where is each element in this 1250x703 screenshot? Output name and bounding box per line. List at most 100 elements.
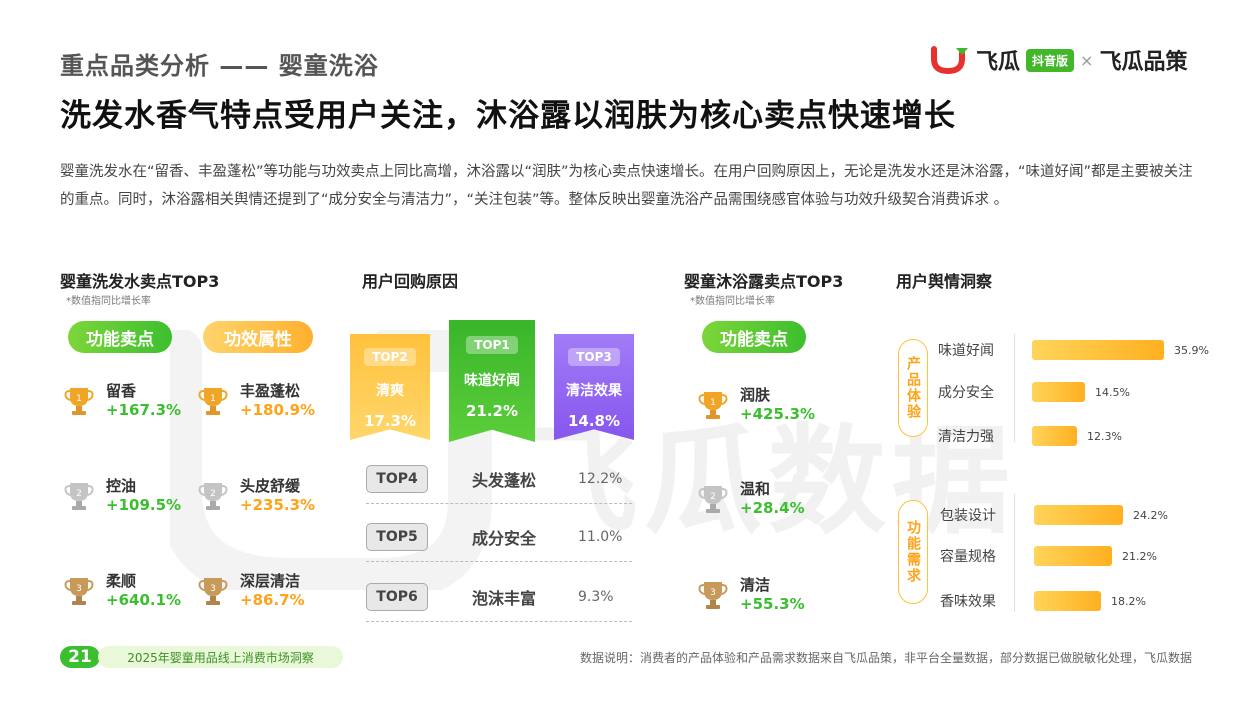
row-name-top4: 头发蓬松 <box>472 470 537 490</box>
shampoo-func-name-3: 柔顺 <box>106 572 137 590</box>
bodywash-note: *数值指同比增长率 <box>690 296 775 307</box>
shampoo-func-item-1: 1 留香 +167.3% <box>64 382 181 420</box>
silver-trophy-icon: 2 <box>64 483 94 510</box>
bodywash-name-3: 清洁 <box>740 576 771 594</box>
row-value-top4: 12.2% <box>578 470 623 487</box>
report-title-pill: 2025年婴童用品线上消费市场洞察 <box>98 646 343 668</box>
row-value-top6: 9.3% <box>578 588 614 605</box>
banner-name-top3: 清洁效果 <box>566 383 622 399</box>
bodywash-title: 婴童沐浴露卖点TOP3 <box>684 272 844 291</box>
sentiment-label: 容量规格 <box>940 549 996 565</box>
banner-value-top2: 17.3% <box>363 412 417 430</box>
shampoo-func-name-2: 控油 <box>106 477 137 495</box>
gold-trophy-icon: 1 <box>698 392 728 419</box>
bodywash-value-3: +55.3% <box>740 595 805 613</box>
page-number: 21 <box>60 646 100 668</box>
sentiment-group-label-1: 产品体验 <box>898 339 928 437</box>
sentiment-bar <box>1034 591 1101 611</box>
gold-trophy-icon: 1 <box>198 388 228 415</box>
sentiment-bar <box>1032 426 1077 446</box>
sentiment-label: 包装设计 <box>940 508 996 524</box>
banner-name-top2: 清爽 <box>376 383 404 399</box>
svg-text:1: 1 <box>210 394 216 404</box>
row-value-top5: 11.0% <box>578 528 623 545</box>
shampoo-effect-name-3: 深层清洁 <box>240 572 301 590</box>
sentiment-row: 包装设计 24.2% <box>940 504 1168 526</box>
shampoo-effect-tag: 功效属性 <box>203 321 313 353</box>
bodywash-value-1: +425.3% <box>740 405 816 423</box>
logo-douyin-pill: 抖音版 <box>1026 48 1075 72</box>
bodywash-section-header: 婴童沐浴露卖点TOP3 *数值指同比增长率 <box>684 268 843 307</box>
shampoo-effect-value-1: +180.9% <box>240 401 316 419</box>
sentiment-bar <box>1034 546 1112 566</box>
sentiment-row: 清洁力强 12.3% <box>938 425 1122 447</box>
shampoo-title: 婴童洗发水卖点TOP3 <box>60 272 220 291</box>
bodywash-item-3: 3 清洁 +55.3% <box>698 576 805 614</box>
watermark-text: 飞瓜数据 <box>520 412 1017 550</box>
shampoo-effect-name-1: 丰盈蓬松 <box>240 382 301 400</box>
row-rank-top6: TOP6 <box>366 582 428 611</box>
sentiment-label: 香味效果 <box>940 594 996 610</box>
sentiment-value: 14.5% <box>1095 385 1130 399</box>
shampoo-func-tag: 功能卖点 <box>68 321 172 353</box>
shampoo-note: *数值指同比增长率 <box>66 296 151 307</box>
shampoo-effect-value-3: +86.7% <box>240 591 305 609</box>
row-rank-top4: TOP4 <box>366 464 428 493</box>
repurchase-title: 用户回购原因 <box>362 272 459 291</box>
row-name-top6: 泡沫丰富 <box>472 588 537 608</box>
banner-value-top1: 21.2% <box>465 402 519 420</box>
shampoo-func-item-2: 2 控油 +109.5% <box>64 477 181 515</box>
bodywash-item-2: 2 温和 +28.4% <box>698 480 805 518</box>
sentiment-value: 12.3% <box>1087 429 1122 443</box>
shampoo-func-value-1: +167.3% <box>106 401 182 419</box>
shampoo-func-value-3: +640.1% <box>106 591 182 609</box>
sentiment-row: 成分安全 14.5% <box>938 381 1130 403</box>
bodywash-func-tag: 功能卖点 <box>702 321 806 353</box>
row-rank-top5: TOP5 <box>366 522 428 551</box>
repurchase-row-top5: TOP5 成分安全 11.0% <box>366 512 632 562</box>
silver-trophy-icon: 2 <box>198 483 228 510</box>
group-label-text-1: 产品体验 <box>905 356 921 420</box>
repurchase-banner-top2: TOP2 清爽 17.3% <box>350 334 430 440</box>
row-name-top5: 成分安全 <box>472 528 537 548</box>
sentiment-bar <box>1034 505 1123 525</box>
bodywash-name-1: 润肤 <box>740 386 771 404</box>
silver-trophy-icon: 2 <box>698 486 728 513</box>
banner-value-top3: 14.8% <box>567 412 621 430</box>
sentiment-axis-2 <box>1014 494 1015 612</box>
bodywash-name-2: 温和 <box>740 480 771 498</box>
sentiment-value: 24.2% <box>1133 508 1168 522</box>
sentiment-value: 18.2% <box>1111 594 1146 608</box>
sentiment-axis-1 <box>1014 334 1015 442</box>
sentiment-row: 味道好闻 35.9% <box>938 339 1209 361</box>
svg-text:3: 3 <box>210 584 216 594</box>
group-label-text-2: 功能需求 <box>905 520 921 584</box>
svg-text:3: 3 <box>76 584 82 594</box>
section-eyebrow: 重点品类分析 —— 婴童洗浴 <box>60 52 379 80</box>
logo-icon <box>931 46 968 75</box>
source-note: 数据说明：消费者的产品体验和产品需求数据来自飞瓜品策，非平台全量数据，部分数据已… <box>579 651 1192 665</box>
page-title: 洗发水香气特点受用户关注，沐浴露以润肤为核心卖点快速增长 <box>60 98 956 134</box>
shampoo-effect-item-3: 3 深层清洁 +86.7% <box>198 572 305 610</box>
gold-trophy-icon: 1 <box>64 388 94 415</box>
svg-text:3: 3 <box>710 588 716 598</box>
svg-text:2: 2 <box>210 489 216 499</box>
sentiment-label: 成分安全 <box>938 385 994 401</box>
sentiment-row: 容量规格 21.2% <box>940 545 1157 567</box>
bronze-trophy-icon: 3 <box>198 578 228 605</box>
shampoo-effect-name-2: 头皮舒缓 <box>240 477 301 495</box>
sentiment-group-label-2: 功能需求 <box>898 500 928 604</box>
repurchase-banner-top3: TOP3 清洁效果 14.8% <box>554 334 634 440</box>
brand-logo: 飞瓜 抖音版 × 飞瓜品策 <box>930 44 1187 76</box>
shampoo-func-name-1: 留香 <box>106 382 137 400</box>
svg-text:2: 2 <box>710 492 716 502</box>
summary-paragraph: 婴童洗发水在“留香、丰盈蓬松”等功能与功效卖点上同比高增，沐浴露以“润肤”为核心… <box>60 164 1193 208</box>
repurchase-banner-top1: TOP1 味道好闻 21.2% <box>449 320 535 442</box>
sentiment-title: 用户舆情洞察 <box>896 272 993 291</box>
logo-brand-left: 飞瓜 <box>976 50 1021 75</box>
bodywash-item-1: 1 润肤 +425.3% <box>698 386 815 424</box>
sentiment-label: 味道好闻 <box>938 343 994 359</box>
svg-text:2: 2 <box>76 489 82 499</box>
banner-rank-top3: TOP3 <box>568 348 620 366</box>
repurchase-row-top6: TOP6 泡沫丰富 9.3% <box>366 572 632 622</box>
